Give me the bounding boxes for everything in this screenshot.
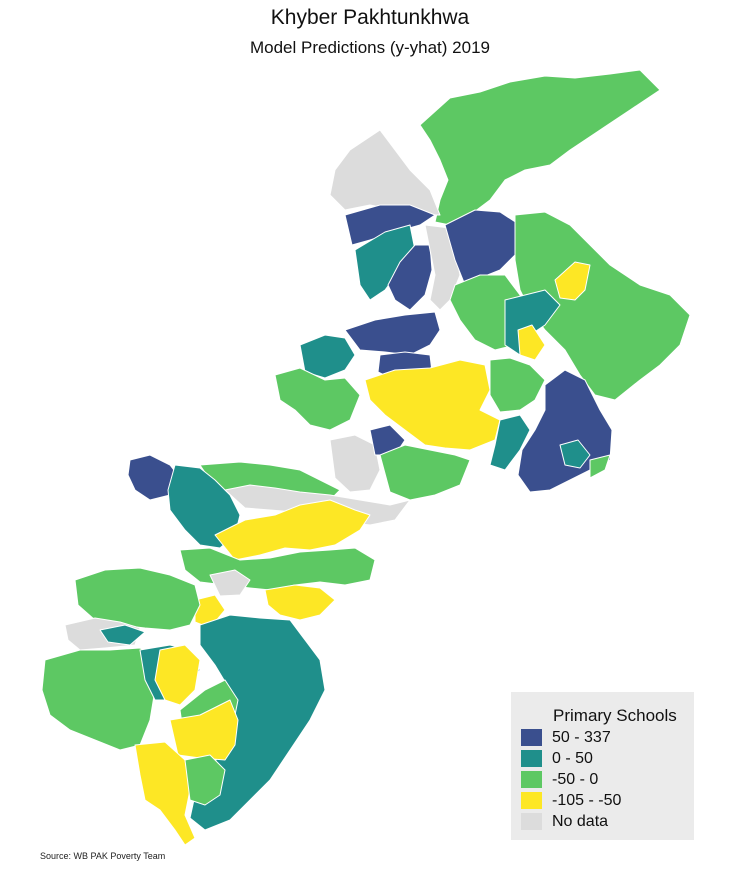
region-teal-east-small bbox=[489, 414, 531, 471]
region-yellow-mid-a bbox=[264, 584, 336, 621]
region-green-east-tip bbox=[589, 454, 611, 479]
source-note: Source: WB PAK Poverty Team bbox=[40, 851, 166, 861]
map-title: Khyber Pakhtunkhwa bbox=[270, 6, 470, 29]
legend-label: 50 - 337 bbox=[552, 729, 611, 746]
region-nodata-peshawar bbox=[329, 434, 381, 493]
legend-label: -105 - -50 bbox=[552, 792, 622, 809]
map-legend: Primary Schools 50 - 337 0 - 50 -50 - 0 … bbox=[511, 692, 694, 840]
region-green-south-c bbox=[184, 754, 226, 806]
region-yellow-kohat bbox=[214, 499, 371, 561]
region-teal-bannu bbox=[99, 624, 146, 646]
region-blue-central bbox=[344, 311, 441, 356]
region-yellow-south-a bbox=[154, 644, 201, 706]
legend-swatch bbox=[521, 813, 542, 830]
region-green-south-a bbox=[41, 647, 161, 751]
region-swat-blue bbox=[387, 244, 433, 311]
legend-item: 50 - 337 bbox=[521, 728, 691, 748]
region-green-mid-d bbox=[179, 547, 376, 591]
legend-item: No data bbox=[521, 812, 691, 832]
region-kohistan-blue bbox=[444, 209, 521, 286]
region-green-central-b bbox=[489, 357, 546, 413]
region-yellow-south-b bbox=[169, 699, 239, 761]
legend-label: No data bbox=[552, 813, 609, 830]
legend-title: Primary Schools bbox=[553, 706, 677, 725]
map-subtitle: Model Predictions (y-yhat) 2019 bbox=[249, 38, 490, 57]
legend-item: -105 - -50 bbox=[521, 791, 691, 811]
region-teal-east-inner bbox=[559, 439, 591, 469]
region-nodata-small bbox=[209, 569, 251, 597]
legend-label: -50 - 0 bbox=[552, 771, 599, 788]
region-green-mid-c bbox=[379, 444, 471, 501]
legend-item: -50 - 0 bbox=[521, 770, 691, 790]
region-yellow-dikhan bbox=[134, 741, 196, 846]
legend-swatch bbox=[521, 750, 542, 767]
legend-swatch bbox=[521, 729, 542, 746]
legend-item: 0 - 50 bbox=[521, 749, 691, 769]
region-yellow-north bbox=[554, 261, 591, 301]
legend-label: 0 - 50 bbox=[552, 750, 593, 767]
region-north-west-nodata bbox=[329, 129, 441, 216]
region-green-west-a bbox=[274, 367, 361, 431]
region-blue-east bbox=[517, 369, 613, 493]
region-yellow-small bbox=[517, 324, 546, 361]
legend-swatch bbox=[521, 792, 542, 809]
region-upper-dir-blue bbox=[344, 204, 436, 246]
legend-swatch bbox=[521, 771, 542, 788]
region-north-chitral bbox=[419, 69, 661, 226]
